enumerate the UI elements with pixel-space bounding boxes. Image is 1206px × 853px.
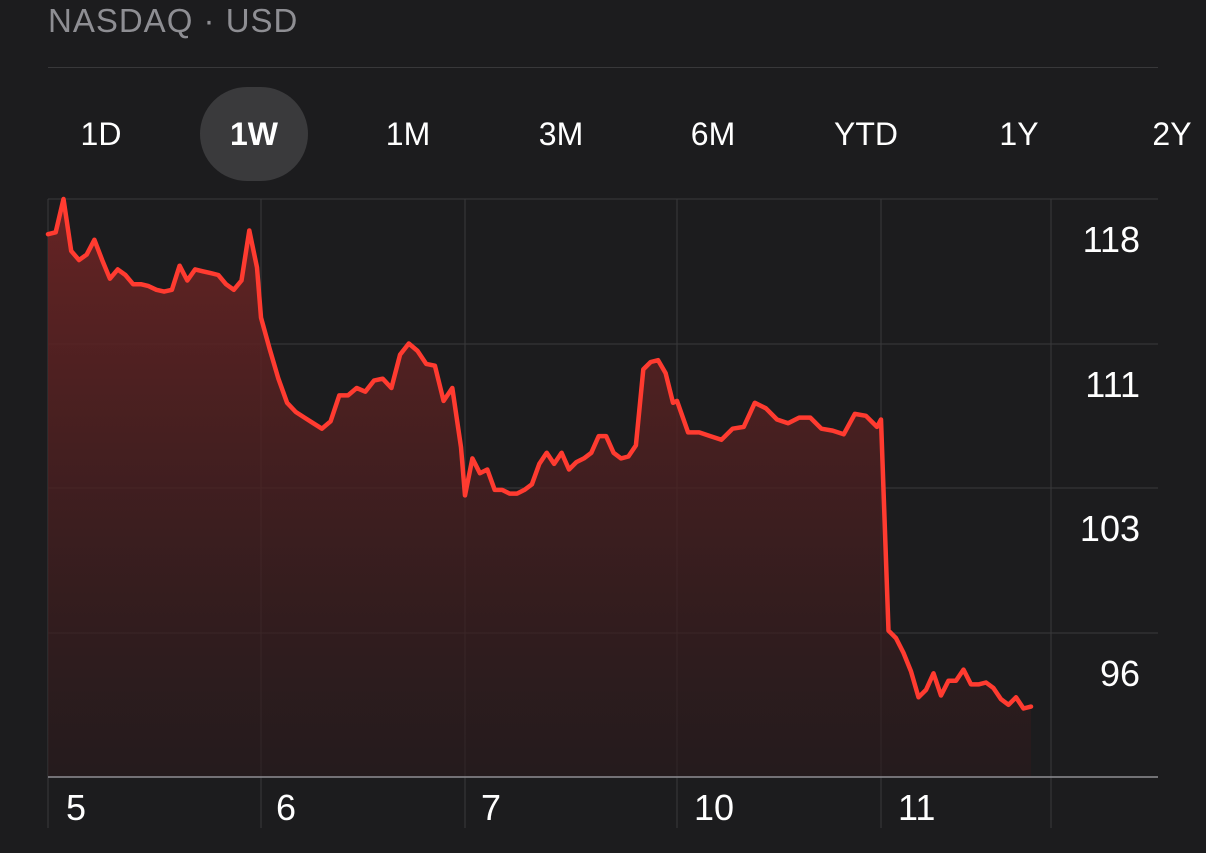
tab-1m[interactable]: 1M bbox=[385, 116, 431, 152]
price-area-fill bbox=[48, 199, 1031, 777]
tab-6m[interactable]: 6M bbox=[690, 116, 736, 152]
range-tab-bar: 1D 1W 1M 3M 6M YTD 1Y 2Y bbox=[0, 0, 1206, 200]
exchange-label: NASDAQ · USD bbox=[48, 2, 299, 39]
header-divider bbox=[48, 67, 1158, 68]
y-tick-label: 111 bbox=[1085, 364, 1140, 405]
y-axis-labels: 118 111 103 96 bbox=[1080, 219, 1140, 694]
tab-3m[interactable]: 3M bbox=[538, 116, 584, 152]
y-tick-label: 96 bbox=[1100, 653, 1140, 694]
tab-1y[interactable]: 1Y bbox=[999, 116, 1039, 152]
price-line bbox=[45, 196, 1034, 711]
tab-ytd[interactable]: YTD bbox=[834, 116, 898, 152]
x-tick-label: 11 bbox=[898, 787, 935, 828]
y-tick-label: 103 bbox=[1080, 508, 1140, 549]
tab-1d[interactable]: 1D bbox=[80, 116, 122, 152]
x-tick-label: 6 bbox=[276, 787, 296, 828]
x-axis-labels: 5 6 7 10 11 bbox=[66, 787, 935, 828]
x-tick-label: 7 bbox=[481, 787, 501, 828]
tab-1w[interactable]: 1W bbox=[200, 87, 308, 181]
y-tick-label: 118 bbox=[1083, 219, 1140, 260]
x-tick-label: 10 bbox=[694, 787, 734, 828]
x-tick-label: 5 bbox=[66, 787, 86, 828]
tab-2y[interactable]: 2Y bbox=[1152, 116, 1192, 152]
